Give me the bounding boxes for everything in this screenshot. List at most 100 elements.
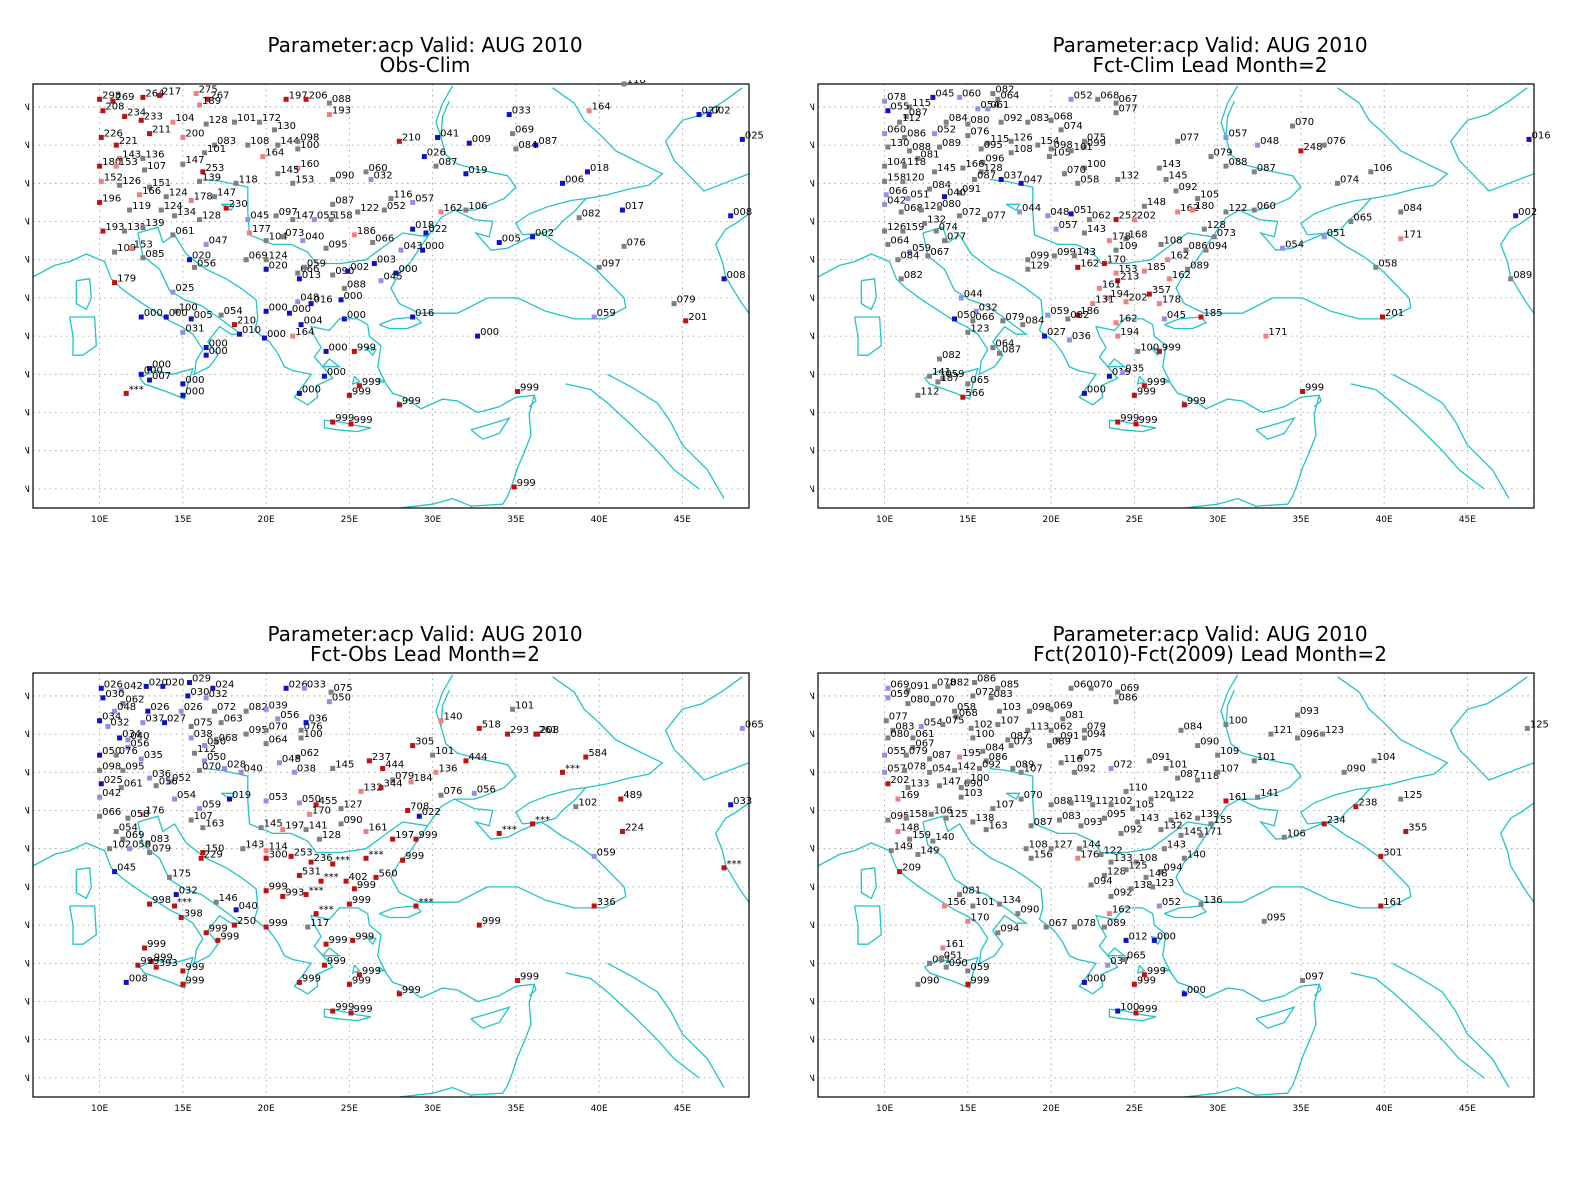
station-marker: 050 [326,693,351,705]
station-square [560,180,566,186]
station-marker: 124 [158,201,183,213]
station-marker: 234 [122,107,146,119]
station-square [145,840,151,846]
station-marker: 030 [100,689,125,701]
station-value: 566 [965,388,984,399]
station-square [1020,322,1026,328]
station-square [187,257,193,263]
station-marker: 073 [1211,228,1236,240]
station-value: 000 [425,241,444,252]
station-marker: 180 [1190,201,1214,213]
station-square [296,872,302,878]
panel-fct-obs: Parameter:acp Valid: AUG 2010 Fct-Obs Le… [25,623,805,1183]
station-square [1123,937,1129,943]
station-square [405,808,411,814]
coastline [1255,417,1296,440]
station-value: 084 [900,251,919,262]
station-value: 077 [987,211,1006,222]
station-marker: 229 [198,849,223,861]
station-square [263,855,269,861]
coastline [714,802,749,903]
station-square [882,769,888,775]
station-marker: 033 [506,106,531,118]
station-marker: 055 [311,211,336,223]
station-square [1101,261,1107,267]
lat-tick-label: 44N [25,845,30,855]
lat-tick-label: 36N [810,998,815,1008]
station-square [476,922,482,928]
station-value: 145 [280,165,299,176]
station-value: 248 [1303,142,1322,153]
station-marker: 221 [113,136,138,148]
station-marker: 081 [915,149,940,161]
station-marker: 202 [1131,211,1156,223]
station-square [163,194,169,200]
station-value: 261 [538,725,557,736]
station-value: 087 [977,170,996,181]
station-marker: 067 [910,738,935,750]
station-square [140,811,146,817]
station-value: 275 [199,85,218,96]
station-value: 012 [1129,931,1148,942]
station-value: 140 [443,712,462,723]
station-square [728,213,734,219]
station-marker: 100 [970,729,994,741]
station-marker: 075 [1081,132,1106,144]
station-value: 344 [384,779,403,790]
station-square [113,829,119,835]
coastline [365,935,378,946]
station-square [221,765,227,771]
station-square [286,310,292,316]
station-square [933,228,939,234]
station-value: 092 [982,759,1001,770]
station-marker: 054 [975,100,999,112]
coastline [1107,358,1127,368]
station-marker: 159 [900,222,925,234]
station-value: 166 [142,186,161,197]
station-marker: 176 [1075,849,1099,861]
station-square [1115,176,1121,182]
station-value: 229 [204,849,223,860]
station-marker: 489 [618,790,642,802]
lat-tick-label: 32N [25,485,30,495]
station-square [1524,725,1530,731]
station-value: 050 [302,794,321,805]
station-square [965,329,971,335]
station-value: 224 [625,823,644,834]
station-marker: 208 [535,725,559,737]
station-value: 145 [264,819,283,830]
station-marker: 090 [1341,763,1366,775]
station-square [295,165,301,171]
station-marker: 301 [1378,847,1402,859]
station-value: 102 [1114,796,1133,807]
station-square [290,217,296,223]
station-square [1101,872,1107,878]
station-value: 153 [1119,264,1138,275]
station-value: 145 [1169,170,1188,181]
station-marker: 250 [231,916,256,928]
station-value: 128 [322,830,341,841]
station-value: 178 [1162,295,1181,306]
station-value: 147 [185,155,204,166]
station-value: 097 [602,258,621,269]
station-square [1170,796,1176,802]
station-value: 999 [405,851,424,862]
station-value: 002 [1518,207,1537,218]
station-square [619,207,625,213]
station-value: 055 [890,102,909,113]
station-marker: 095 [243,725,268,737]
station-square [965,133,971,139]
station-marker: 206 [303,90,328,102]
station-value: 126 [1014,132,1033,143]
map-frame [32,83,750,509]
station-value: 202 [890,775,909,786]
station-marker: 560 [373,868,398,880]
station-value: 161 [1383,897,1402,908]
station-marker: 045 [930,88,954,100]
station-marker: 999 [1141,377,1166,389]
station-square [970,903,976,909]
station-value: 075 [945,716,964,727]
station-square [1320,731,1326,737]
station-value: 032 [110,717,129,728]
station-marker: 087 [1175,769,1199,781]
